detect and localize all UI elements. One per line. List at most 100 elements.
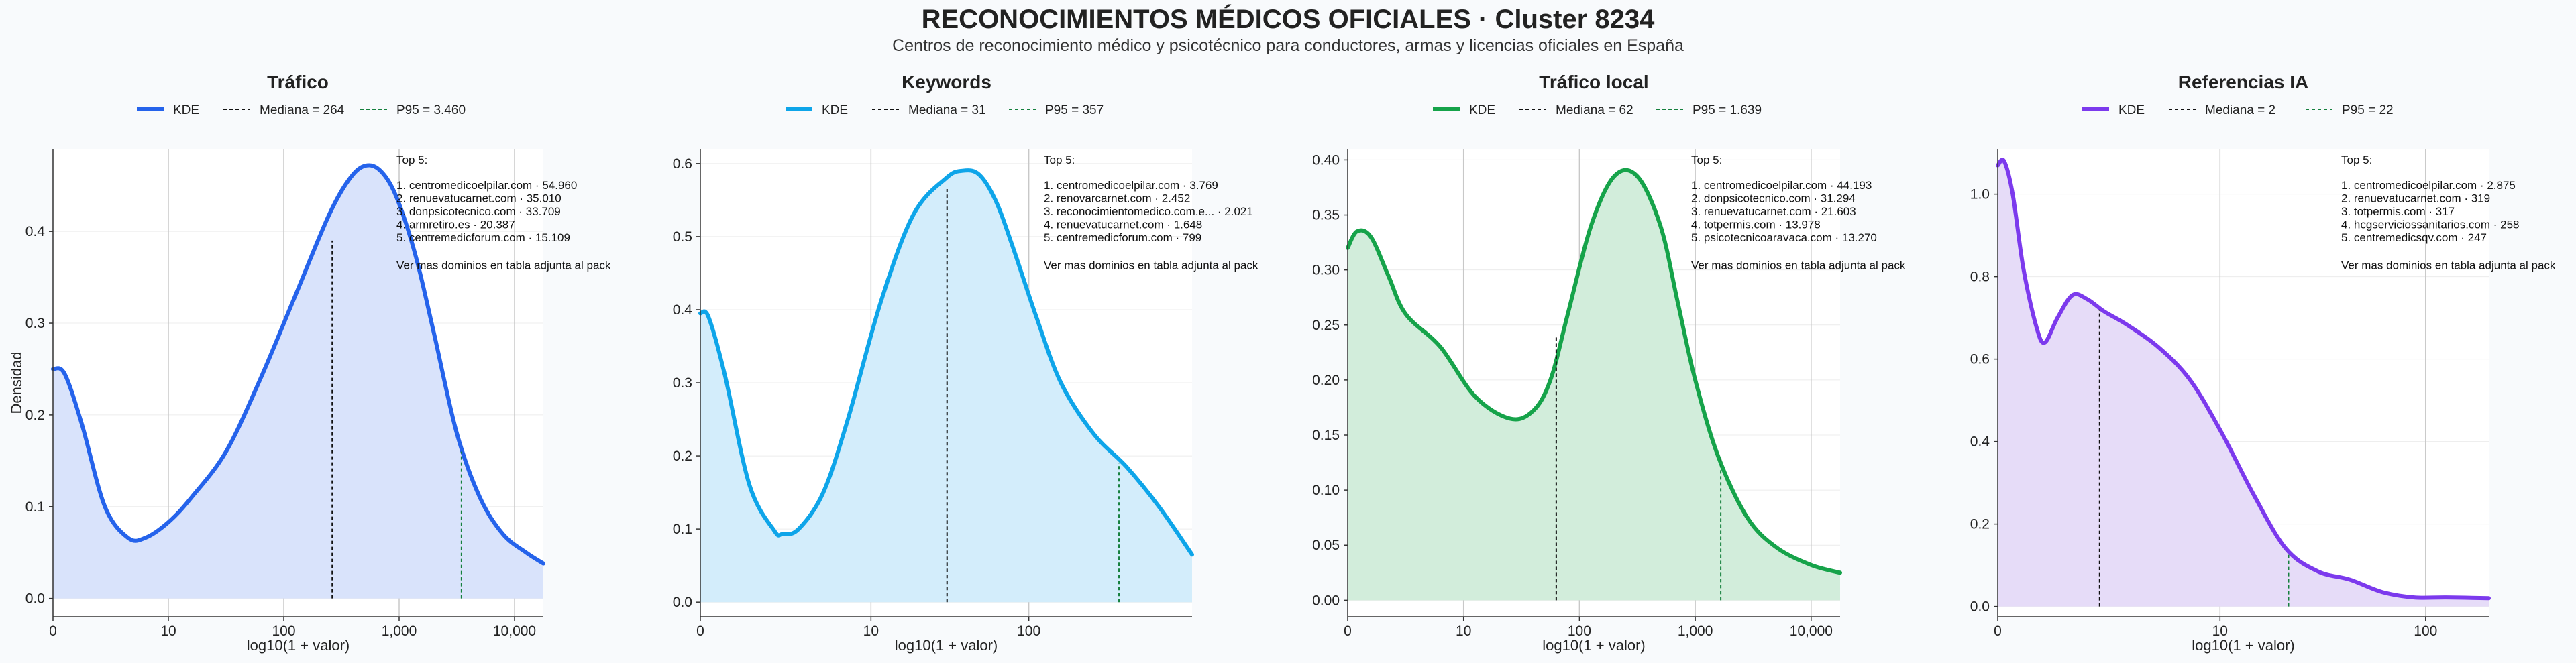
y-tick-label: 0.25: [1312, 318, 1340, 333]
figure-title: RECONOCIMIENTOS MÉDICOS OFICIALES · Clus…: [922, 4, 1656, 34]
x-tick-label: 0: [696, 623, 704, 639]
y-tick-label: 0.4: [1970, 434, 1990, 450]
top5-heading: Top 5:: [2341, 154, 2372, 166]
y-tick-label: 0.1: [25, 499, 45, 515]
legend-kde-label: KDE: [822, 103, 848, 117]
y-tick-label: 0.2: [25, 408, 45, 423]
y-tick-label: 1.0: [1970, 187, 1990, 202]
top5-footer: Ver mas dominios en tabla adjunta al pac…: [1691, 259, 1906, 272]
figure-subtitle: Centros de reconocimiento médico y psico…: [892, 36, 1684, 55]
top5-item: 2. renuevatucarnet.com · 35.010: [396, 192, 561, 205]
x-tick-label: 1,000: [382, 623, 417, 639]
y-tick-label: 0.4: [673, 302, 693, 318]
top5-footer: Ver mas dominios en tabla adjunta al pac…: [396, 259, 611, 272]
top5-item: 1. centromedicoelpilar.com · 54.960: [396, 179, 577, 192]
x-tick-label: 10: [1456, 623, 1471, 639]
y-axis-label: Densidad: [8, 352, 25, 414]
kde-area: [53, 165, 543, 599]
x-tick-label: 1,000: [1678, 623, 1713, 639]
x-tick-label: 10: [863, 623, 879, 639]
x-tick-label: 0: [1344, 623, 1352, 639]
legend-p95-label: P95 = 22: [2342, 103, 2394, 117]
x-axis-label: log10(1 + valor): [2192, 637, 2294, 654]
top5-item: 1. centromedicoelpilar.com · 3.769: [1044, 179, 1218, 192]
top5-item: 2. renovarcarnet.com · 2.452: [1044, 192, 1190, 205]
top5-item: 3. totpermis.com · 317: [2341, 205, 2455, 218]
top5-item: 5. centremedicsqv.com · 247: [2341, 231, 2487, 244]
y-tick-label: 0.05: [1312, 538, 1340, 553]
panel-title: Tráfico local: [1539, 72, 1648, 93]
top5-item: 1. centromedicoelpilar.com · 2.875: [2341, 179, 2516, 192]
y-tick-label: 0.5: [673, 229, 692, 245]
top5-item: 1. centromedicoelpilar.com · 44.193: [1691, 179, 1872, 192]
legend-median-label: Mediana = 31: [908, 103, 986, 117]
x-tick-label: 10: [2212, 623, 2228, 639]
x-tick-label: 100: [1017, 623, 1040, 639]
top5-heading: Top 5:: [1044, 154, 1075, 166]
panel-title: Keywords: [902, 72, 991, 93]
x-tick-label: 100: [2414, 623, 2437, 639]
top5-item: 2. donpsicotecnico.com · 31.294: [1691, 192, 1856, 205]
x-tick-label: 0: [49, 623, 57, 639]
y-tick-label: 0.00: [1312, 593, 1340, 608]
kde-line: [698, 168, 1194, 557]
y-tick-label: 0.0: [1970, 599, 1990, 615]
top5-footer: Ver mas dominios en tabla adjunta al pac…: [1044, 259, 1258, 272]
y-tick-label: 0.2: [673, 448, 692, 464]
x-tick-label: 0: [1994, 623, 2002, 639]
x-axis-label: log10(1 + valor): [247, 637, 350, 654]
top5-item: 4. hcgserviciossanitarios.com · 258: [2341, 219, 2520, 231]
y-tick-label: 0.0: [25, 591, 45, 607]
y-tick-label: 0.6: [1970, 352, 1990, 367]
y-tick-label: 0.20: [1312, 373, 1340, 388]
y-tick-label: 0.0: [673, 595, 692, 610]
top5-heading: Top 5:: [396, 154, 427, 166]
panel-title: Tráfico: [267, 72, 329, 93]
y-tick-label: 0.3: [673, 375, 692, 391]
y-tick-label: 0.40: [1312, 152, 1340, 168]
kde-line: [1996, 158, 2491, 601]
x-tick-label: 10,000: [493, 623, 536, 639]
legend-kde-label: KDE: [2118, 103, 2145, 117]
top5-footer: Ver mas dominios en tabla adjunta al pac…: [2341, 259, 2556, 272]
kde-area: [1998, 160, 2489, 607]
legend-median-label: Mediana = 62: [1556, 103, 1633, 117]
y-tick-label: 0.3: [25, 316, 45, 331]
x-axis-label: log10(1 + valor): [895, 637, 998, 654]
x-tick-label: 100: [1568, 623, 1591, 639]
top5-item: 2. renuevatucarnet.com · 319: [2341, 192, 2490, 205]
kde-line: [51, 163, 545, 566]
x-tick-label: 10,000: [1790, 623, 1833, 639]
y-tick-label: 0.8: [1970, 269, 1990, 285]
top5-item: 4. armretiro.es · 20.387: [396, 219, 515, 231]
top5-item: 3. renuevatucarnet.com · 21.603: [1691, 205, 1856, 218]
top5-item: 3. reconocimientomedico.com.e... · 2.021: [1044, 205, 1253, 218]
y-tick-label: 0.1: [673, 522, 692, 537]
legend-kde-label: KDE: [173, 103, 199, 117]
y-tick-label: 0.10: [1312, 483, 1340, 498]
top5-item: 4. renuevatucarnet.com · 1.648: [1044, 219, 1202, 231]
y-tick-label: 0.35: [1312, 208, 1340, 223]
legend-median-label: Mediana = 264: [260, 103, 345, 117]
x-tick-label: 100: [272, 623, 295, 639]
top5-item: 4. totpermis.com · 13.978: [1691, 219, 1821, 231]
chart-panel-2: Keywords KDE Mediana = 31 P95 = 357 0.0 0.1 0.…: [673, 72, 1258, 654]
kde-area: [1348, 170, 1840, 601]
y-tick-label: 0.6: [673, 156, 692, 172]
y-tick-label: 0.2: [1970, 517, 1990, 532]
legend-p95-label: P95 = 3.460: [396, 103, 466, 117]
top5-item: 3. donpsicotecnico.com · 33.709: [396, 205, 561, 218]
x-tick-label: 10: [160, 623, 176, 639]
legend-p95-label: P95 = 1.639: [1693, 103, 1762, 117]
chart-panel-3: Tráfico local KDE Mediana = 62 P95 = 1.639 0…: [1312, 72, 1906, 654]
y-tick-label: 0.4: [25, 224, 46, 239]
top5-item: 5. psicotecnicoaravaca.com · 13.270: [1691, 231, 1877, 244]
kde-line: [1346, 168, 1842, 575]
top5-item: 5. centremedicforum.com · 15.109: [396, 231, 570, 244]
top5-heading: Top 5:: [1691, 154, 1722, 166]
chart-panel-1: Tráfico KDE Mediana = 264 P95 = 3.460 0.0 0.1…: [8, 72, 611, 654]
legend-p95-label: P95 = 357: [1045, 103, 1104, 117]
top5-item: 5. centremedicforum.com · 799: [1044, 231, 1201, 244]
